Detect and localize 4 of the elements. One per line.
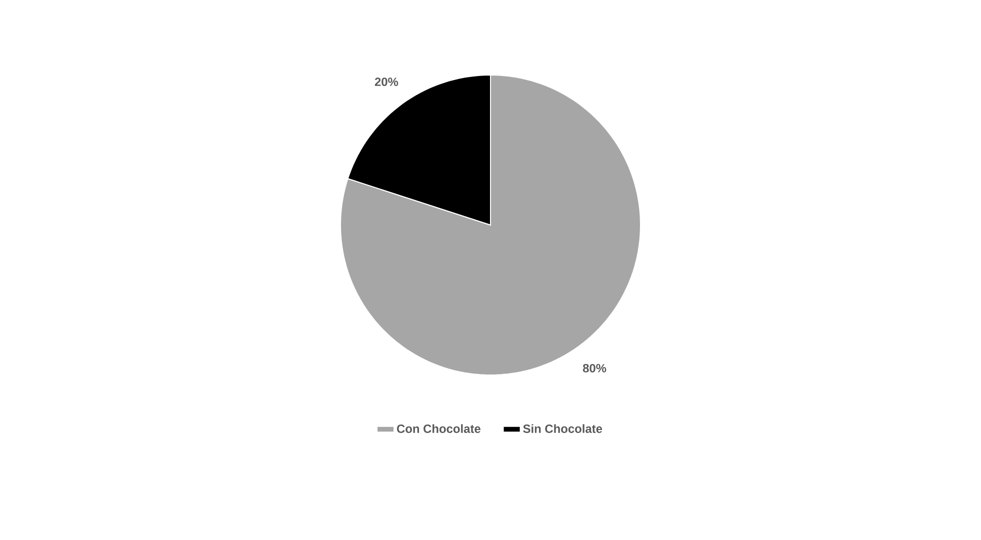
legend-label: Con Chocolate <box>396 424 480 433</box>
data-label: 20% <box>374 78 398 86</box>
legend-label: Sin Chocolate <box>523 424 602 433</box>
data-label: 80% <box>582 364 606 372</box>
